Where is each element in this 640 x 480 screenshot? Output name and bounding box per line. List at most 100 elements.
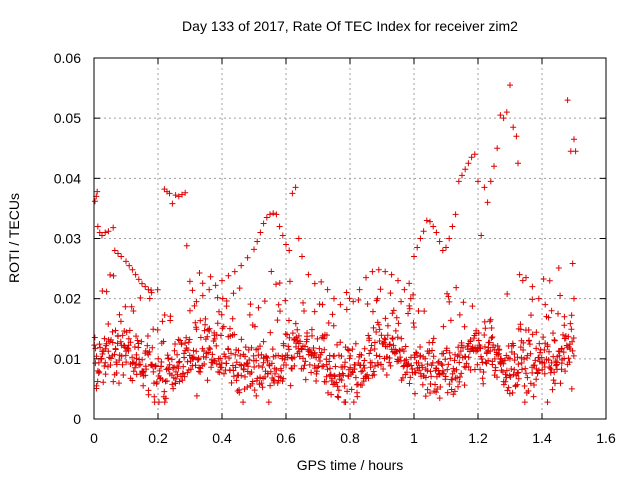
- data-point: [371, 362, 378, 369]
- data-point: [367, 347, 374, 354]
- data-point: [447, 355, 454, 362]
- data-point: [513, 372, 520, 379]
- data-point: [402, 343, 409, 350]
- data-point: [518, 354, 525, 361]
- data-point: [276, 279, 283, 286]
- data-point: [319, 301, 326, 308]
- data-point: [311, 350, 318, 357]
- data-point: [544, 341, 551, 348]
- data-point: [204, 377, 211, 384]
- data-point: [326, 358, 333, 365]
- data-point: [123, 359, 130, 366]
- data-point: [466, 348, 473, 355]
- data-point: [193, 324, 200, 331]
- data-point: [111, 351, 118, 358]
- data-point: [268, 360, 275, 367]
- data-point: [132, 271, 139, 278]
- data-point: [571, 136, 577, 143]
- data-point: [184, 347, 191, 354]
- data-point: [371, 371, 378, 378]
- data-point: [175, 359, 182, 366]
- data-point: [310, 345, 317, 352]
- data-point: [525, 387, 532, 394]
- data-point: [532, 357, 539, 364]
- data-point: [519, 277, 526, 284]
- data-point: [502, 371, 509, 378]
- data-point: [526, 341, 533, 348]
- data-point: [155, 355, 162, 362]
- data-point: [438, 361, 445, 368]
- data-point: [382, 315, 389, 322]
- data-point: [231, 268, 238, 275]
- data-point: [273, 366, 280, 373]
- data-point: [112, 346, 119, 353]
- data-point: [228, 379, 235, 386]
- x-tick-labels: 0 0.2 0.4 0.6 0.8 1 1.2 1.4 1.6: [90, 430, 616, 446]
- data-point: [125, 342, 132, 349]
- data-point: [405, 310, 412, 317]
- data-point: [370, 368, 377, 375]
- data-point: [346, 355, 353, 362]
- data-point: [365, 375, 372, 382]
- data-point: [519, 366, 526, 373]
- data-point: [114, 340, 121, 347]
- data-point: [182, 347, 189, 354]
- data-point: [171, 347, 178, 354]
- data-point: [288, 365, 295, 372]
- data-point: [299, 253, 305, 260]
- data-point: [365, 332, 372, 339]
- data-point: [246, 311, 253, 318]
- data-point: [285, 346, 292, 353]
- data-point: [562, 368, 569, 375]
- data-point: [456, 359, 463, 366]
- data-point: [382, 336, 389, 343]
- data-point: [361, 345, 368, 352]
- data-point: [125, 335, 132, 342]
- data-point: [383, 371, 390, 378]
- data-point: [451, 388, 458, 395]
- data-point: [130, 368, 137, 375]
- data-point: [429, 339, 436, 346]
- data-point: [302, 358, 309, 365]
- data-point: [200, 353, 207, 360]
- data-point: [102, 229, 109, 236]
- data-point: [492, 364, 499, 371]
- data-point: [537, 349, 544, 356]
- data-point: [249, 378, 256, 385]
- data-point: [424, 386, 431, 393]
- data-point: [462, 353, 469, 360]
- data-point: [489, 334, 496, 341]
- data-point: [161, 388, 168, 395]
- data-point: [208, 364, 215, 371]
- data-point: [254, 238, 261, 245]
- data-point: [352, 374, 359, 381]
- x-tick-label: 0: [90, 430, 98, 446]
- data-point: [152, 362, 159, 369]
- data-point: [169, 381, 176, 388]
- data-point: [546, 277, 553, 284]
- data-point: [255, 304, 262, 311]
- data-point: [354, 393, 361, 400]
- data-point: [183, 242, 190, 249]
- data-point: [455, 352, 462, 359]
- data-point: [375, 266, 382, 273]
- data-point: [282, 331, 289, 338]
- data-point: [505, 384, 512, 391]
- data-point: [503, 374, 510, 381]
- data-point: [411, 354, 418, 361]
- data-point: [235, 347, 242, 354]
- data-point: [150, 368, 157, 375]
- data-point: [454, 353, 461, 360]
- data-point: [436, 395, 443, 402]
- data-point: [482, 325, 489, 332]
- data-point: [323, 378, 330, 385]
- data-point: [160, 338, 167, 345]
- data-point: [190, 354, 197, 361]
- data-point: [156, 367, 163, 374]
- data-point: [165, 366, 172, 373]
- data-point: [406, 380, 413, 387]
- data-point: [352, 340, 359, 347]
- data-point: [112, 327, 119, 334]
- data-point: [359, 381, 366, 388]
- data-point: [109, 328, 116, 335]
